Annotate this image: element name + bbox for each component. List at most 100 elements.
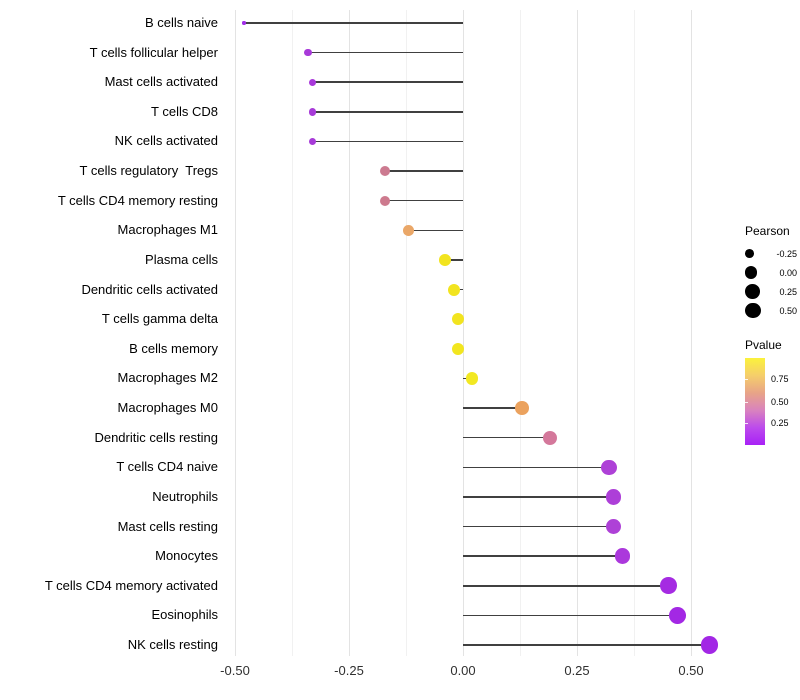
pearson-size-legend: Pearson -0.25 0.00 0.25 0.50 (745, 224, 797, 320)
x-tick-label: 0.00 (450, 663, 476, 678)
x-tick-label: -0.25 (334, 663, 364, 678)
category-label: B cells naive (145, 15, 218, 30)
lollipop-stem (463, 466, 609, 469)
pvalue-legend-title: Pvalue (745, 338, 782, 352)
pearson-legend-label: -0.25 (776, 248, 797, 259)
lollipop-stem (385, 199, 463, 202)
category-label: Eosinophils (151, 607, 219, 623)
major-gridline (462, 10, 464, 656)
lollipop-stem (307, 51, 463, 54)
category-label: T cells regulatory Tregs (79, 163, 218, 179)
pvalue-color-legend: Pvalue 0.75 0.50 0.25 (745, 338, 800, 445)
data-point-dot (601, 459, 617, 476)
minor-gridline (633, 10, 635, 656)
x-tick-label: 0.50 (678, 663, 704, 678)
data-point-dot (605, 518, 622, 535)
data-point-dot (668, 606, 686, 624)
category-label: Macrophages M0 (117, 400, 218, 416)
data-point-dot (452, 313, 465, 326)
category-label: Dendritic cells activated (81, 281, 218, 297)
data-point-dot (308, 108, 317, 116)
category-label: Dendritic cells resting (94, 429, 218, 445)
lollipop-stem (463, 614, 678, 617)
lollipop-stem (385, 170, 463, 172)
data-point-dot (659, 577, 677, 595)
lollipop-stem (244, 22, 463, 24)
pearson-legend-dot (745, 284, 760, 299)
pearson-legend-dot (745, 249, 754, 258)
category-label: Macrophages M2 (117, 370, 218, 386)
data-point-dot (304, 49, 312, 57)
category-label: T cells CD4 memory resting (57, 192, 218, 208)
data-point-dot (614, 548, 631, 565)
minor-gridline (519, 10, 521, 656)
data-point-dot (242, 21, 246, 25)
pearson-legend-item: 0.25 (745, 282, 797, 301)
lollipop-stem (463, 644, 710, 646)
major-gridline (690, 10, 692, 656)
pvalue-colorbar-label: 0.75 (771, 373, 789, 384)
lollipop-stem (444, 259, 463, 261)
pearson-legend-dot (745, 266, 758, 279)
pearson-legend-items: -0.25 0.00 0.25 0.50 (745, 244, 797, 320)
data-point-dot (605, 489, 622, 505)
data-point-dot (308, 78, 317, 86)
pearson-legend-item: -0.25 (745, 244, 797, 263)
category-label: T cells follicular helper (89, 44, 218, 60)
lollipop-stem (312, 140, 463, 143)
pearson-legend-label: 0.50 (779, 305, 797, 316)
category-label: B cells memory (129, 340, 218, 356)
pearson-legend-dot (745, 302, 761, 319)
data-point-dot (447, 283, 460, 296)
category-label: T cells CD8 (151, 103, 218, 119)
data-point-dot (452, 342, 465, 355)
category-label: Macrophages M1 (117, 222, 218, 238)
lollipop-stem (463, 525, 614, 528)
pearson-legend-item: 0.50 (745, 301, 797, 320)
major-gridline (348, 10, 350, 656)
category-label: Plasma cells (145, 251, 218, 267)
pvalue-colorbar-label: 0.25 (771, 418, 789, 429)
category-label: Mast cells resting (117, 518, 218, 534)
category-label: Neutrophils (152, 488, 218, 504)
lollipop-stem (463, 496, 614, 498)
data-point-dot (380, 166, 391, 177)
lollipop-stem (463, 585, 669, 587)
lollipop-stem (463, 436, 550, 439)
major-gridline (576, 10, 578, 656)
category-label: Monocytes (155, 548, 218, 564)
data-point-dot (465, 372, 479, 385)
lollipop-stem (312, 111, 463, 113)
category-label: NK cells activated (114, 133, 218, 149)
category-label: NK cells resting (127, 637, 218, 653)
category-label: T cells CD4 naive (116, 459, 218, 475)
pearson-legend-label: 0.25 (779, 286, 797, 297)
lollipop-stem (463, 407, 523, 409)
plot-panel (225, 10, 722, 656)
data-point-dot (402, 224, 414, 236)
data-point-dot (542, 430, 557, 445)
category-label: Mast cells activated (104, 74, 218, 90)
pvalue-colorbar-label: 0.50 (771, 396, 789, 407)
category-label: T cells CD4 memory activated (44, 577, 218, 593)
pearson-legend-item: 0.00 (745, 263, 797, 282)
lollipop-stem (312, 81, 463, 83)
pearson-legend-title: Pearson (745, 224, 790, 238)
category-label: T cells gamma delta (101, 311, 218, 327)
data-point-dot (515, 401, 530, 415)
minor-gridline (405, 10, 407, 656)
major-gridline (234, 10, 236, 656)
minor-gridline (291, 10, 293, 656)
data-point-dot (380, 195, 391, 206)
pvalue-colorbar-tick (745, 378, 748, 380)
pearson-legend-label: 0.00 (779, 267, 797, 278)
lollipop-stem (463, 555, 623, 557)
x-tick-label: 0.25 (564, 663, 590, 678)
pvalue-colorbar-tick (745, 423, 748, 425)
pvalue-gradient-bar: 0.75 0.50 0.25 (745, 358, 789, 445)
pvalue-colorbar-tick (745, 401, 748, 403)
x-tick-label: -0.50 (220, 663, 250, 678)
data-point-dot (438, 254, 451, 266)
data-point-dot (700, 636, 718, 654)
